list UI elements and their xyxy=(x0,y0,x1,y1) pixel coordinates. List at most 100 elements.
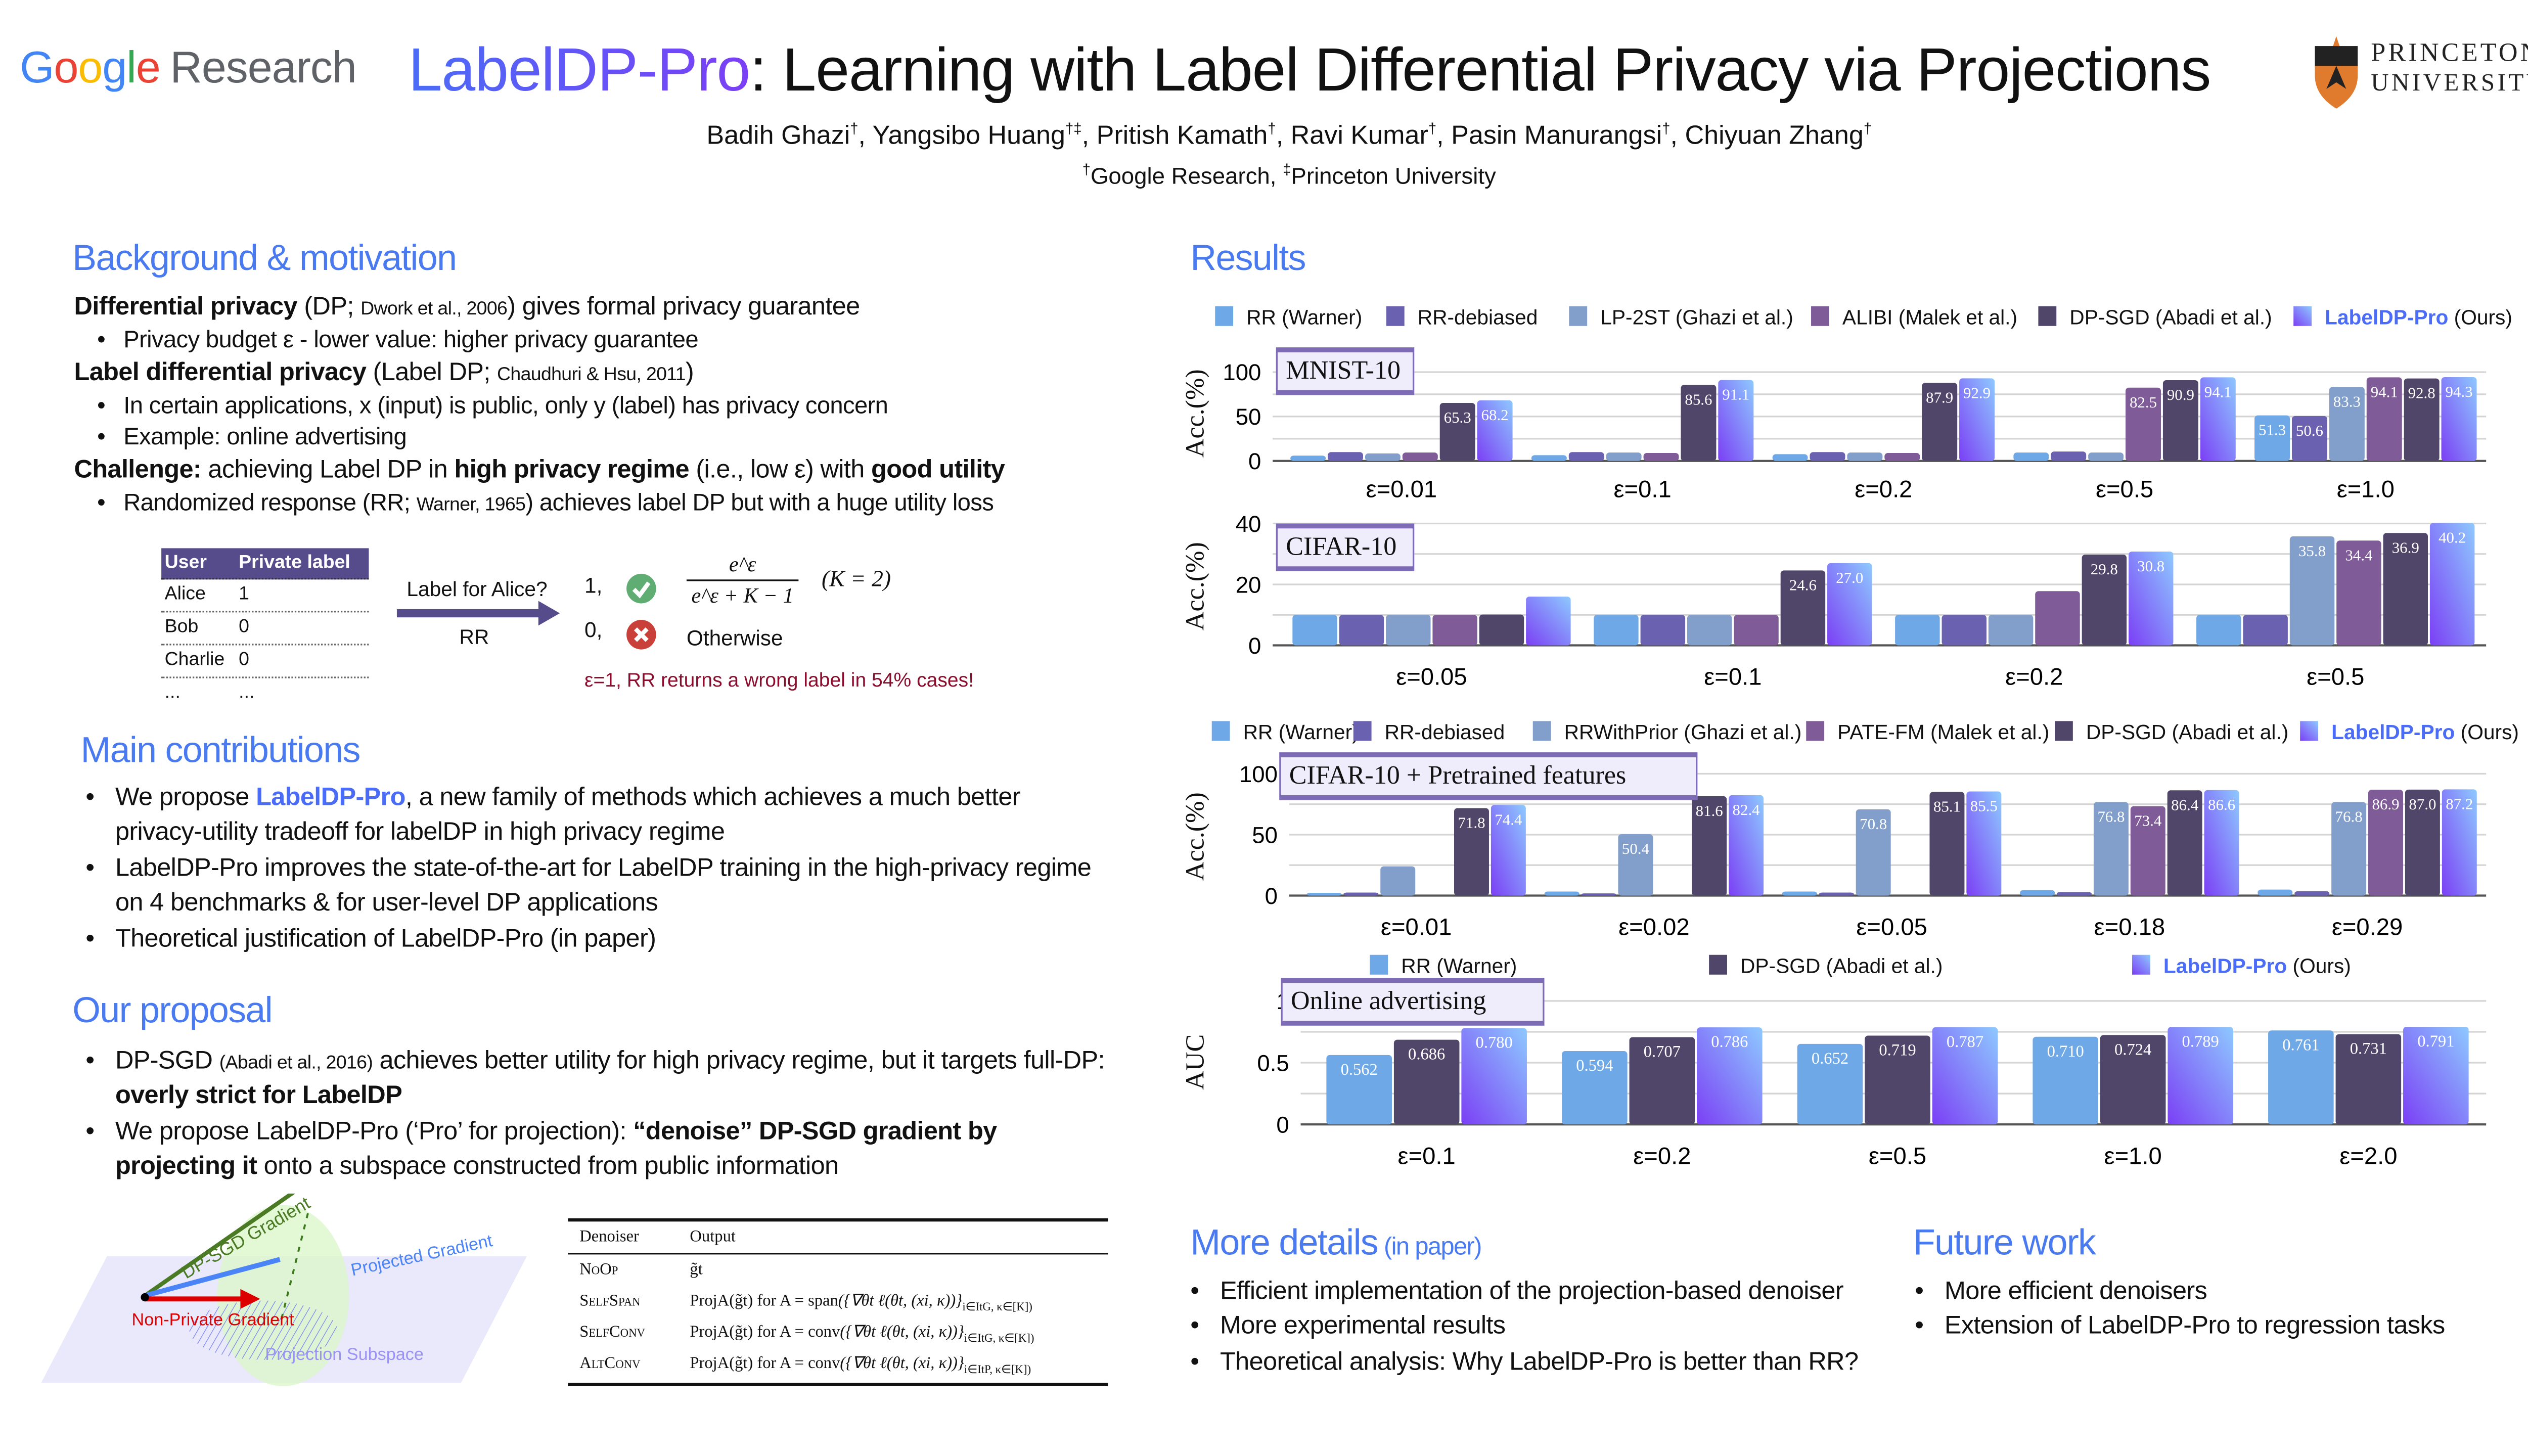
bullet-continuation: overly strict for LabelDP xyxy=(115,1081,402,1111)
author-affil-mark: † xyxy=(1428,120,1437,137)
bar xyxy=(2033,1036,2098,1125)
legend-item: LP-2ST (Ghazi et al.) xyxy=(1569,306,1793,329)
separator: , xyxy=(858,122,873,151)
bar xyxy=(1477,400,1513,461)
author-name: Badih Ghazi xyxy=(706,122,850,151)
bar xyxy=(2403,1026,2469,1125)
bar xyxy=(2020,890,2055,896)
bar xyxy=(1432,615,1477,646)
data-label: 0.594 xyxy=(1576,1057,1613,1075)
x-tick-label: ε=0.1 xyxy=(1704,664,1762,691)
bar xyxy=(1491,805,1526,896)
y-tick-label: 40 xyxy=(1236,511,1261,537)
section-heading-future-work: Future work xyxy=(1913,1221,2096,1263)
denoiser-output: ProjA(g̃t) for A = span({∇θt ℓ(θt, (xi, … xyxy=(690,1292,1032,1313)
data-label: 74.4 xyxy=(1495,810,1522,828)
table-header: Denoiser Output xyxy=(568,1221,1108,1253)
text-segment: Privacy budget ε - lower value: higher p… xyxy=(123,328,699,354)
data-label: 83.3 xyxy=(2333,392,2361,410)
bar xyxy=(2013,452,2049,461)
chart-title: MNIST-10 xyxy=(1276,347,1415,395)
table-cell: ... xyxy=(164,683,180,703)
legend-label: PATE-FM (Malek et al.) xyxy=(1837,721,2050,744)
data-label: 90.9 xyxy=(2167,386,2194,403)
bar xyxy=(1895,615,1940,646)
logo-letter: l xyxy=(126,42,137,93)
set-index: i∈ItG, κ∈[K]) xyxy=(964,1332,1034,1345)
x-tick-label: ε=0.5 xyxy=(2096,476,2153,503)
bar xyxy=(1479,614,1524,646)
text-segment: DP-SGD xyxy=(115,1047,219,1075)
data-label: 40.2 xyxy=(2439,528,2466,546)
bar xyxy=(2051,451,2087,461)
data-label: 92.8 xyxy=(2408,384,2435,402)
bar xyxy=(2254,415,2290,461)
text-segment: high privacy regime xyxy=(454,456,689,484)
affil-name: Princeton University xyxy=(1291,162,1496,189)
data-label: 0.731 xyxy=(2350,1040,2387,1058)
princeton-shield-icon xyxy=(2315,36,2358,109)
denoiser-output: ProjA(g̃t) for A = conv({∇θt ℓ(θt, (xi, … xyxy=(690,1355,1031,1376)
denoiser-name: AltConv xyxy=(579,1355,641,1373)
bullet-item: We propose LabelDP-Pro (‘Pro’ for projec… xyxy=(85,1118,997,1148)
bullet-item: Efficient implementation of the projecti… xyxy=(1190,1278,1843,1307)
y-tick-label: 0 xyxy=(1265,883,1278,909)
bar xyxy=(1339,615,1384,646)
legend-label: DP-SGD (Abadi et al.) xyxy=(1740,954,1943,978)
author-name: Yangsibo Huang xyxy=(872,122,1065,151)
bullet-item: Example: online advertising xyxy=(97,425,407,451)
output-expression: ProjA(g̃t) for A = conv xyxy=(690,1355,840,1373)
bar xyxy=(2126,387,2161,461)
x-tick-label: ε=0.02 xyxy=(1618,914,1689,941)
x-tick-label: ε=0.05 xyxy=(1396,664,1467,691)
hatched-region xyxy=(189,1300,338,1360)
legend-swatch xyxy=(2038,306,2057,326)
table-row: SelfConv ProjA(g̃t) for A = conv({∇θt ℓ(θ… xyxy=(568,1317,1108,1348)
gradient-set: ({∇θt ℓ(θt, (xi, κ))} xyxy=(840,1355,964,1373)
dashed-projection-line xyxy=(279,1213,309,1326)
check-icon xyxy=(626,573,656,604)
data-label: 0.724 xyxy=(2114,1040,2151,1059)
chart-0: 0 50 100 ε=0.01 65.3 68.2 ε=0.1 85.6 91.1 ε=0.2 87… xyxy=(1223,359,2487,503)
y-axis-label: Acc.(%) xyxy=(1182,792,1210,881)
author-name: Pritish Kamath xyxy=(1096,122,1268,151)
bar xyxy=(1393,1039,1460,1125)
dpsgd-gradient-arrow xyxy=(144,1193,321,1298)
text-segment: Theoretical justification of LabelDP-Pro… xyxy=(115,925,656,953)
text-segment: We propose LabelDP-Pro (‘Pro’ for projec… xyxy=(115,1118,634,1146)
table-row: Bob 0 xyxy=(161,612,369,646)
y-tick-label: 0 xyxy=(1276,1112,1289,1138)
logo-research: Research xyxy=(170,42,356,93)
bar xyxy=(1290,456,1326,461)
citation: Chaudhuri & Hsu, 2011 xyxy=(497,365,686,385)
table-cell: ... xyxy=(239,683,255,703)
bar xyxy=(1386,615,1431,646)
y-axis-label: Acc.(%) xyxy=(1182,369,1210,458)
bar xyxy=(1772,454,1808,461)
bar xyxy=(1640,615,1686,646)
bar xyxy=(1402,452,1438,461)
bar xyxy=(1959,378,1995,461)
legend-item: RR-debiased xyxy=(1386,306,1538,329)
legend-swatch xyxy=(2054,721,2073,741)
author-name: Pasin Manurangsi xyxy=(1451,122,1662,151)
data-label: 36.9 xyxy=(2392,538,2419,556)
nonprivate-gradient-label: Non-Private Gradient xyxy=(132,1310,295,1329)
bar xyxy=(1562,1051,1628,1125)
bar xyxy=(1461,1028,1527,1125)
otherwise-label: Otherwise xyxy=(686,625,783,651)
bar xyxy=(1932,1027,1998,1125)
data-label: 0.710 xyxy=(2047,1042,2084,1061)
data-label: 27.0 xyxy=(1836,569,1863,586)
legend-label: LabelDP-Pro xyxy=(2331,721,2455,744)
data-label: 82.5 xyxy=(2130,393,2157,411)
bar xyxy=(2100,1035,2166,1125)
data-label: 51.3 xyxy=(2259,421,2286,439)
denoiser-output: ProjA(g̃t) for A = conv({∇θt ℓ(θt, (xi, … xyxy=(690,1324,1034,1345)
gradient-set: ({∇θt ℓ(θt, (xi, κ))} xyxy=(838,1292,963,1311)
bar xyxy=(2442,789,2477,896)
x-tick-label: ε=0.5 xyxy=(2307,664,2364,691)
legend-swatch xyxy=(2300,721,2319,741)
table-cell: 0 xyxy=(239,617,250,638)
table-row: NoOp g̃t xyxy=(568,1254,1108,1286)
